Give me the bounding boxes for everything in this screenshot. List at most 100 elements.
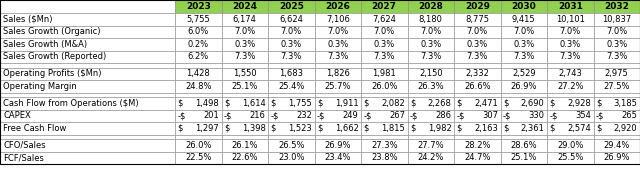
Text: -$: -$ [503, 111, 511, 120]
Bar [408, 63, 454, 67]
Bar [0, 67, 175, 80]
Text: $: $ [271, 124, 276, 133]
Bar [408, 38, 454, 51]
Text: 354: 354 [575, 111, 591, 120]
Bar [268, 93, 314, 97]
Bar [408, 51, 454, 63]
Bar [500, 13, 547, 25]
Bar [221, 25, 268, 38]
Text: 8,180: 8,180 [419, 15, 443, 24]
Bar [268, 67, 314, 80]
Bar [175, 25, 221, 38]
Text: 7.3%: 7.3% [513, 52, 534, 61]
Bar [593, 122, 640, 135]
Bar [361, 25, 408, 38]
Text: 1,826: 1,826 [326, 69, 349, 78]
Text: 23.4%: 23.4% [324, 153, 351, 162]
Text: 7.3%: 7.3% [280, 52, 302, 61]
Bar [361, 135, 408, 139]
Text: 2,529: 2,529 [512, 69, 536, 78]
Text: CFO/Sales: CFO/Sales [3, 141, 45, 150]
Bar [361, 63, 408, 67]
Bar [547, 109, 593, 122]
Bar [221, 0, 268, 13]
Text: 2,082: 2,082 [381, 99, 405, 108]
Text: 2,743: 2,743 [558, 69, 582, 78]
Bar [221, 51, 268, 63]
Bar [454, 25, 500, 38]
Bar [175, 97, 221, 109]
Bar [361, 67, 408, 80]
Text: -$: -$ [364, 111, 372, 120]
Text: 2,920: 2,920 [614, 124, 637, 133]
Bar [454, 38, 500, 51]
Text: 216: 216 [250, 111, 266, 120]
Bar [314, 97, 361, 109]
Text: 24.8%: 24.8% [185, 82, 211, 91]
Text: $: $ [550, 99, 555, 108]
Text: 7.3%: 7.3% [234, 52, 255, 61]
Bar [500, 63, 547, 67]
Text: 29.0%: 29.0% [557, 141, 584, 150]
Bar [221, 151, 268, 164]
Text: 26.9%: 26.9% [511, 82, 537, 91]
Bar [454, 135, 500, 139]
Bar [0, 80, 175, 93]
Bar [0, 51, 175, 63]
Bar [361, 139, 408, 151]
Text: 23.0%: 23.0% [278, 153, 305, 162]
Text: 3,185: 3,185 [614, 99, 637, 108]
Text: -$: -$ [177, 111, 186, 120]
Text: 0.3%: 0.3% [513, 40, 534, 49]
Text: 10,837: 10,837 [602, 15, 632, 24]
Bar [221, 80, 268, 93]
Bar [547, 80, 593, 93]
Bar [500, 93, 547, 97]
Text: -$: -$ [224, 111, 232, 120]
Text: FCF/Sales: FCF/Sales [3, 153, 44, 162]
Bar [0, 139, 175, 151]
Bar [593, 135, 640, 139]
Bar [593, 67, 640, 80]
Bar [500, 51, 547, 63]
Bar [547, 122, 593, 135]
Bar [500, 38, 547, 51]
Text: 267: 267 [389, 111, 405, 120]
Text: $: $ [177, 124, 183, 133]
Bar [221, 135, 268, 139]
Bar [221, 139, 268, 151]
Text: 7.3%: 7.3% [467, 52, 488, 61]
Bar [547, 51, 593, 63]
Text: 2026: 2026 [325, 2, 350, 11]
Bar [314, 67, 361, 80]
Text: 2027: 2027 [372, 2, 397, 11]
Text: 1,428: 1,428 [186, 69, 210, 78]
Bar [361, 13, 408, 25]
Text: 8,775: 8,775 [465, 15, 489, 24]
Bar [175, 80, 221, 93]
Text: $: $ [596, 99, 602, 108]
Text: $: $ [456, 124, 462, 133]
Bar [175, 122, 221, 135]
Text: 7.3%: 7.3% [559, 52, 581, 61]
Text: 232: 232 [296, 111, 312, 120]
Text: 2,268: 2,268 [428, 99, 451, 108]
Text: $: $ [550, 124, 555, 133]
Bar [547, 67, 593, 80]
Bar [268, 63, 314, 67]
Bar [593, 151, 640, 164]
Bar [314, 109, 361, 122]
Bar [268, 25, 314, 38]
Bar [221, 67, 268, 80]
Text: 7.0%: 7.0% [374, 27, 395, 36]
Text: 9,415: 9,415 [512, 15, 536, 24]
Bar [361, 109, 408, 122]
Bar [454, 97, 500, 109]
Text: Sales Growth (Reported): Sales Growth (Reported) [3, 52, 106, 61]
Bar [175, 0, 221, 13]
Bar [314, 0, 361, 13]
Text: 249: 249 [343, 111, 358, 120]
Text: CAPEX: CAPEX [3, 111, 31, 120]
Text: 1,398: 1,398 [242, 124, 266, 133]
Bar [221, 122, 268, 135]
